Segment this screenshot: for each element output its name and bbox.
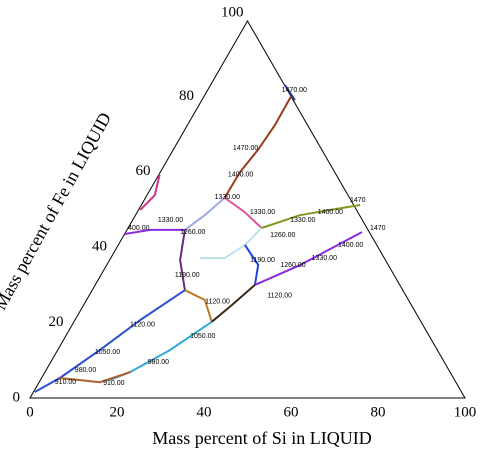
triangle-frame [29, 19, 466, 399]
x-tick-label: 40 [197, 404, 212, 420]
temperature-label: 1120.00 [130, 322, 155, 329]
y-tick-label: 40 [92, 239, 107, 255]
temperature-label: 910.00 [103, 380, 125, 387]
temperature-label: 1120.00 [267, 293, 292, 300]
phase-boundary [223, 94, 293, 199]
x-tick-label: 20 [110, 404, 125, 420]
phase-boundary [199, 227, 263, 260]
temperature-label: 1120.00 [205, 299, 230, 306]
y-tick-label: 80 [179, 88, 194, 104]
y-tick-label: 0 [13, 389, 21, 405]
y-tick-label: 100 [221, 4, 244, 20]
phase-boundary [184, 197, 226, 231]
phase-boundary [184, 289, 213, 323]
phase-boundary [224, 196, 263, 229]
temperature-label: 1330.00 [312, 255, 337, 262]
y-tick-label: 60 [136, 163, 151, 179]
temperature-label: 910.00 [55, 379, 77, 386]
temperature-label: 1330.00 [215, 194, 240, 201]
phase-boundary [179, 229, 186, 291]
phase-boundary [261, 204, 361, 229]
temperature-label: 1190.00 [175, 272, 200, 279]
temperature-label: 1330.00 [250, 209, 275, 216]
temperature-label: 1470 [370, 225, 386, 232]
phase-boundary [59, 371, 131, 384]
temperature-label: 980.00 [148, 359, 170, 366]
temperature-label: 980.00 [75, 367, 97, 374]
temperature-label: 1470 [350, 197, 366, 204]
temperature-label: 400.00 [128, 225, 150, 232]
x-tick-label: 100 [454, 404, 477, 420]
temperature-label: 1050.00 [190, 333, 215, 340]
phase-boundary [124, 228, 185, 235]
temperature-label: 1260.00 [180, 229, 205, 236]
y-axis-label: Mass percent of Fe in LIQUID [0, 109, 115, 313]
x-tick-label: 0 [26, 404, 34, 420]
phase-boundary [254, 231, 363, 286]
temperature-label: 1330.00 [158, 217, 183, 224]
y-tick-label: 20 [49, 314, 64, 330]
x-tick-label: 60 [284, 404, 299, 420]
phase-boundary [211, 284, 256, 323]
phase-boundary [284, 84, 296, 101]
phase-boundary [139, 174, 161, 211]
temperature-label: 1260.00 [270, 232, 295, 239]
temperature-label: 1050.00 [95, 349, 120, 356]
temperature-label: 1400.00 [318, 209, 343, 216]
temperature-label: 1400.00 [228, 172, 253, 179]
temperature-label: 1400.00 [338, 242, 363, 249]
x-axis-label: Mass percent of Si in LIQUID [152, 428, 371, 448]
temperature-label: 1260.00 [280, 262, 305, 269]
phase-boundary [244, 244, 260, 286]
x-tick-label: 80 [371, 404, 386, 420]
temperature-label: 1470.00 [282, 87, 307, 94]
temperature-label: 1190.00 [250, 257, 275, 264]
temperature-label: 1330.00 [290, 217, 315, 224]
temperature-label: 1470.00 [233, 145, 258, 152]
phase-boundary [34, 289, 186, 393]
